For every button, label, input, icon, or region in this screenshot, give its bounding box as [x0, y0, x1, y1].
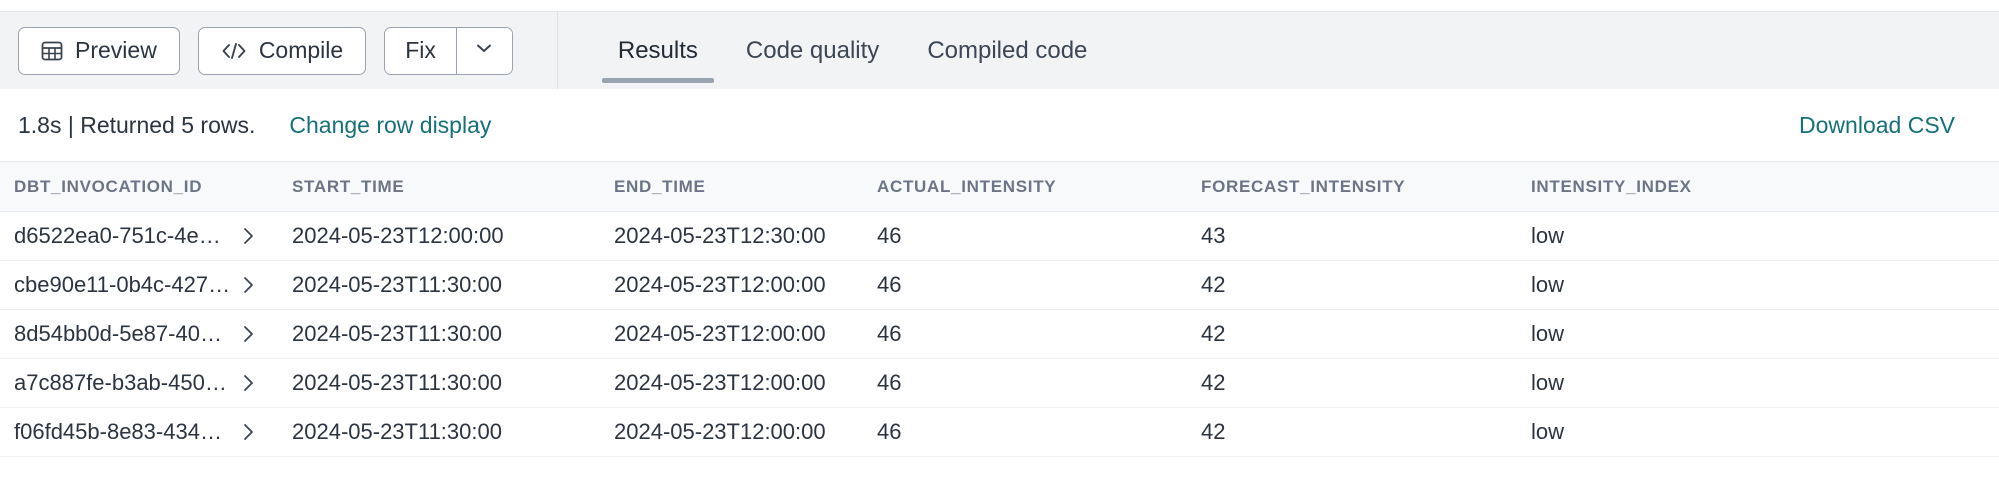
- cell-actual-intensity: 46: [863, 309, 1187, 359]
- cell-forecast-intensity: 42: [1187, 260, 1517, 310]
- result-tabs: Results Code quality Compiled code: [594, 12, 1112, 89]
- chevron-right-icon[interactable]: [241, 323, 264, 345]
- query-summary: 1.8s | Returned 5 rows.: [18, 111, 256, 138]
- cell-start-time: 2024-05-23T11:30:00: [278, 260, 600, 310]
- table-row[interactable]: a7c887fe-b3ab-4500-89d2-585… 2024-05-23T…: [0, 358, 1999, 408]
- cell-id-text: d6522ea0-751c-4e25-a748-223…: [14, 223, 231, 248]
- cell-end-time: 2024-05-23T12:00:00: [600, 358, 863, 408]
- cell-dbt-invocation-id: a7c887fe-b3ab-4500-89d2-585…: [0, 358, 278, 408]
- cell-id-text: f06fd45b-8e83-4340-962a-795…: [14, 419, 231, 444]
- change-row-display-link[interactable]: Change row display: [289, 111, 492, 138]
- cell-end-time: 2024-05-23T12:30:00: [600, 211, 863, 261]
- cell-end-time: 2024-05-23T12:00:00: [600, 309, 863, 359]
- results-table-container: DBT_INVOCATION_ID START_TIME END_TIME AC…: [0, 161, 1999, 492]
- cell-id-text: cbe90e11-0b4c-427d-be85-32…: [14, 272, 231, 297]
- table-row[interactable]: cbe90e11-0b4c-427d-be85-32… 2024-05-23T1…: [0, 260, 1999, 310]
- cell-id-text: a7c887fe-b3ab-4500-89d2-585…: [14, 370, 231, 395]
- preview-button[interactable]: Preview: [18, 26, 180, 75]
- compile-button-label: Compile: [258, 37, 344, 63]
- download-csv-link[interactable]: Download CSV: [1799, 111, 1955, 138]
- column-header-intensity-index[interactable]: INTENSITY_INDEX: [1517, 161, 1999, 212]
- cell-forecast-intensity: 43: [1187, 211, 1517, 261]
- cell-id-text: 8d54bb0d-5e87-40c7-ac29-39…: [14, 321, 231, 346]
- tab-compiled-code[interactable]: Compiled code: [903, 12, 1111, 89]
- results-table-head: DBT_INVOCATION_ID START_TIME END_TIME AC…: [0, 161, 1999, 212]
- tab-compiled-code-label: Compiled code: [927, 36, 1088, 64]
- cell-intensity-index: low: [1517, 407, 1999, 457]
- cell-actual-intensity: 46: [863, 211, 1187, 261]
- cell-actual-intensity: 46: [863, 260, 1187, 310]
- editor-toolbar: Preview Compile Fix: [0, 11, 1999, 89]
- cell-start-time: 2024-05-23T11:30:00: [278, 407, 600, 457]
- cell-dbt-invocation-id: cbe90e11-0b4c-427d-be85-32…: [0, 260, 278, 310]
- cell-actual-intensity: 46: [863, 407, 1187, 457]
- compile-button[interactable]: Compile: [197, 26, 367, 75]
- column-header-actual-intensity[interactable]: ACTUAL_INTENSITY: [863, 161, 1187, 212]
- toolbar-divider: [556, 12, 558, 89]
- cell-start-time: 2024-05-23T11:30:00: [278, 358, 600, 408]
- results-table: DBT_INVOCATION_ID START_TIME END_TIME AC…: [0, 161, 1999, 457]
- chevron-right-icon[interactable]: [241, 225, 264, 247]
- chevron-down-icon: [474, 41, 494, 60]
- chevron-right-icon[interactable]: [241, 372, 264, 394]
- table-row[interactable]: f06fd45b-8e83-4340-962a-795… 2024-05-23T…: [0, 407, 1999, 457]
- cell-start-time: 2024-05-23T12:00:00: [278, 211, 600, 261]
- cell-intensity-index: low: [1517, 211, 1999, 261]
- tab-results-label: Results: [617, 36, 698, 64]
- results-table-body: d6522ea0-751c-4e25-a748-223… 2024-05-23T…: [0, 211, 1999, 457]
- results-status-bar: 1.8s | Returned 5 rows. Change row displ…: [0, 89, 1999, 161]
- fix-button-label: Fix: [405, 37, 436, 63]
- cell-forecast-intensity: 42: [1187, 309, 1517, 359]
- cell-intensity-index: low: [1517, 260, 1999, 310]
- cell-dbt-invocation-id: 8d54bb0d-5e87-40c7-ac29-39…: [0, 309, 278, 359]
- chevron-right-icon[interactable]: [241, 274, 264, 296]
- cell-end-time: 2024-05-23T12:00:00: [600, 260, 863, 310]
- preview-button-label: Preview: [75, 37, 157, 63]
- column-header-start-time[interactable]: START_TIME: [278, 161, 600, 212]
- tab-code-quality-label: Code quality: [745, 36, 880, 64]
- toolbar-actions: Preview Compile Fix: [0, 12, 558, 89]
- column-header-forecast-intensity[interactable]: FORECAST_INTENSITY: [1187, 161, 1517, 212]
- tab-results[interactable]: Results: [594, 12, 722, 89]
- table-row[interactable]: d6522ea0-751c-4e25-a748-223… 2024-05-23T…: [0, 211, 1999, 261]
- cell-forecast-intensity: 42: [1187, 407, 1517, 457]
- table-header-row: DBT_INVOCATION_ID START_TIME END_TIME AC…: [0, 161, 1999, 212]
- cell-end-time: 2024-05-23T12:00:00: [600, 407, 863, 457]
- cell-actual-intensity: 46: [863, 358, 1187, 408]
- cell-forecast-intensity: 42: [1187, 358, 1517, 408]
- column-header-end-time[interactable]: END_TIME: [600, 161, 863, 212]
- fix-button[interactable]: Fix: [385, 27, 456, 74]
- top-spacer: [0, 0, 1999, 11]
- column-header-dbt-invocation-id[interactable]: DBT_INVOCATION_ID: [0, 161, 278, 212]
- cell-intensity-index: low: [1517, 358, 1999, 408]
- code-brackets-icon: [221, 41, 247, 61]
- fix-split-button: Fix: [384, 26, 513, 75]
- chevron-right-icon[interactable]: [241, 421, 264, 443]
- cell-start-time: 2024-05-23T11:30:00: [278, 309, 600, 359]
- cell-intensity-index: low: [1517, 309, 1999, 359]
- table-icon: [41, 40, 63, 62]
- cell-dbt-invocation-id: d6522ea0-751c-4e25-a748-223…: [0, 211, 278, 261]
- table-row[interactable]: 8d54bb0d-5e87-40c7-ac29-39… 2024-05-23T1…: [0, 309, 1999, 359]
- cell-dbt-invocation-id: f06fd45b-8e83-4340-962a-795…: [0, 407, 278, 457]
- fix-dropdown-toggle[interactable]: [455, 27, 512, 74]
- tab-code-quality[interactable]: Code quality: [722, 12, 903, 89]
